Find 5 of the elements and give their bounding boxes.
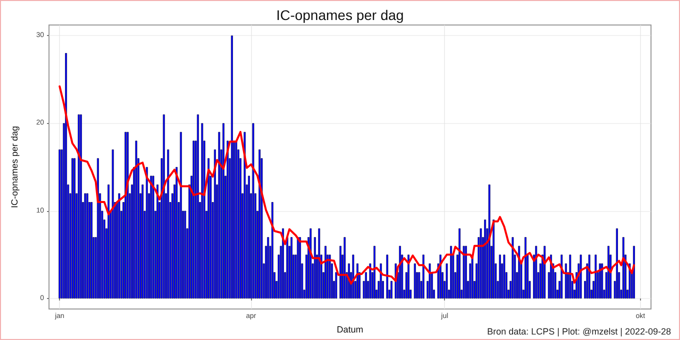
line-series [58, 85, 635, 285]
x-axis-title: Datum [336, 324, 364, 334]
text: Bron data: LCPS | Plot: @mzelst | 2022-09-28 [487, 326, 672, 336]
chart-title: IC-opnames per dag [276, 7, 404, 23]
y-axis-title: IC-opnames per dag [10, 126, 20, 208]
